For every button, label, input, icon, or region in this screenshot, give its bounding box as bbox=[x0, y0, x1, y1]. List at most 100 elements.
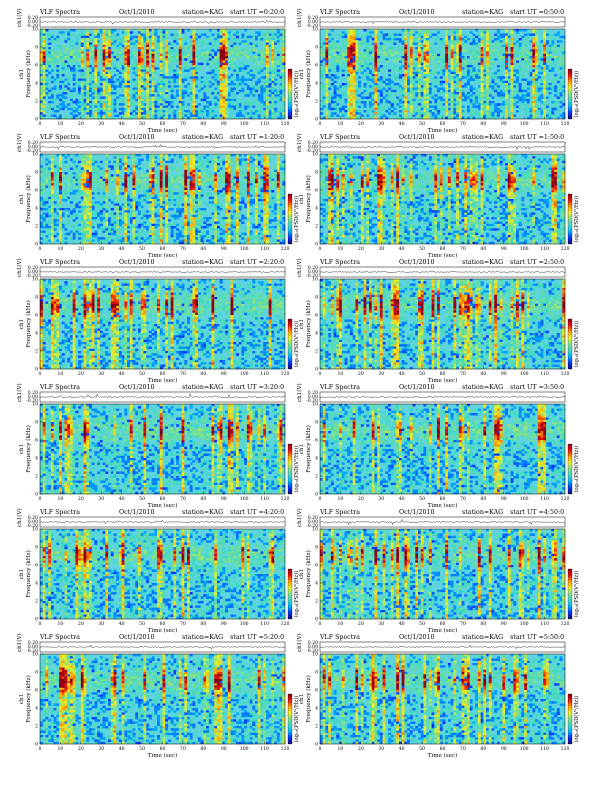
wave-tick-label: 0.00 bbox=[308, 144, 318, 150]
time-tick-label: 120 bbox=[561, 621, 570, 627]
wave-tick-label: 0.20 bbox=[308, 390, 318, 396]
time-tick-label: 10 bbox=[57, 496, 63, 502]
time-tick-label: 120 bbox=[561, 371, 570, 377]
freq-tick-label: 10 bbox=[312, 402, 318, 408]
time-axis-label: Time (sec) bbox=[148, 377, 178, 384]
time-tick-label: 100 bbox=[240, 746, 249, 752]
waveform-ylabel: ch1(V) bbox=[296, 508, 303, 527]
freq-tick-label: 8 bbox=[35, 545, 38, 551]
time-axis-label: Time (sec) bbox=[428, 502, 458, 509]
time-tick-label: 80 bbox=[200, 621, 206, 627]
colorbar bbox=[287, 68, 293, 120]
time-tick-label: 60 bbox=[440, 746, 446, 752]
time-tick-label: 10 bbox=[57, 121, 63, 127]
time-tick-label: 70 bbox=[180, 246, 186, 252]
time-axis-label: Time (sec) bbox=[148, 127, 178, 134]
time-tick-label: 10 bbox=[337, 621, 343, 627]
time-tick-label: 60 bbox=[160, 121, 166, 127]
wave-tick-label: 0.00 bbox=[308, 394, 318, 400]
time-tick-label: 50 bbox=[419, 746, 425, 752]
panel-date: Oct/1/2010 bbox=[119, 634, 155, 641]
channel-label: ch1 bbox=[19, 444, 25, 454]
time-tick-label: 0 bbox=[319, 746, 322, 752]
time-tick-label: 40 bbox=[119, 246, 125, 252]
time-tick-label: 20 bbox=[358, 746, 364, 752]
freq-tick-label: 6 bbox=[35, 313, 38, 319]
time-tick-label: 80 bbox=[200, 746, 206, 752]
wave-tick-label: 0.20 bbox=[28, 265, 38, 271]
freq-tick-label: 4 bbox=[35, 331, 38, 337]
wave-tick-label: -0.20 bbox=[26, 273, 38, 279]
channel-label: ch1 bbox=[299, 694, 305, 704]
waveform-ylabel: ch1(V) bbox=[296, 633, 303, 652]
time-tick-label: 100 bbox=[520, 121, 529, 127]
spectrogram-panel-4: VLF Spectra Oct/1/2010 station=KAG start UT… bbox=[296, 133, 580, 259]
colorbar bbox=[287, 568, 293, 620]
time-tick-label: 30 bbox=[378, 121, 384, 127]
freq-tick-label: 4 bbox=[315, 331, 318, 337]
freq-tick-label: 0 bbox=[315, 492, 318, 498]
time-tick-label: 100 bbox=[240, 246, 249, 252]
time-tick-label: 70 bbox=[460, 496, 466, 502]
freq-tick-label: 10 bbox=[312, 527, 318, 533]
colorbar-label: log₁₀(PSD(V²/Hz)) bbox=[573, 446, 580, 492]
time-axis-label: Time (sec) bbox=[428, 752, 458, 759]
panel-date: Oct/1/2010 bbox=[119, 259, 155, 266]
time-tick-label: 80 bbox=[200, 121, 206, 127]
freq-tick-label: 8 bbox=[35, 45, 38, 51]
time-tick-label: 100 bbox=[520, 371, 529, 377]
panel-start-time: start UT =2:20:0 bbox=[230, 259, 284, 266]
panel-date: Oct/1/2010 bbox=[399, 134, 435, 141]
colorbar bbox=[287, 318, 293, 370]
panel-station: station=KAG bbox=[462, 134, 503, 141]
colorbar-label: log₁₀(PSD(V²/Hz)) bbox=[573, 71, 580, 117]
time-tick-label: 10 bbox=[57, 746, 63, 752]
waveform-trace bbox=[319, 20, 566, 25]
time-tick-label: 120 bbox=[281, 246, 290, 252]
time-tick-label: 80 bbox=[480, 121, 486, 127]
time-tick-label: 110 bbox=[540, 746, 549, 752]
time-tick-label: 120 bbox=[281, 746, 290, 752]
panel-date: Oct/1/2010 bbox=[119, 384, 155, 391]
spectrogram-cells bbox=[40, 154, 286, 245]
freq-tick-label: 8 bbox=[315, 170, 318, 176]
time-tick-label: 0 bbox=[319, 121, 322, 127]
channel-label: ch1 bbox=[299, 444, 305, 454]
time-tick-label: 40 bbox=[119, 121, 125, 127]
time-axis-label: Time (sec) bbox=[148, 502, 178, 509]
time-tick-label: 0 bbox=[39, 371, 42, 377]
time-tick-label: 50 bbox=[139, 746, 145, 752]
panel-title-prefix: VLF Spectra bbox=[39, 134, 80, 141]
time-tick-label: 40 bbox=[119, 496, 125, 502]
time-tick-label: 0 bbox=[319, 371, 322, 377]
time-tick-label: 110 bbox=[540, 496, 549, 502]
time-tick-label: 70 bbox=[180, 621, 186, 627]
time-tick-label: 110 bbox=[260, 746, 269, 752]
time-tick-label: 30 bbox=[98, 621, 104, 627]
time-axis-label: Time (sec) bbox=[428, 377, 458, 384]
freq-tick-label: 4 bbox=[35, 81, 38, 87]
freq-tick-label: 2 bbox=[315, 99, 318, 105]
freq-tick-label: 8 bbox=[35, 670, 38, 676]
panel-title-prefix: VLF Spectra bbox=[39, 509, 80, 516]
time-tick-label: 100 bbox=[520, 496, 529, 502]
time-tick-label: 50 bbox=[139, 496, 145, 502]
freq-tick-label: 2 bbox=[35, 349, 38, 355]
freq-axis-label: Frequency (kHz) bbox=[305, 550, 312, 598]
freq-axis-label: Frequency (kHz) bbox=[305, 300, 312, 348]
time-tick-label: 60 bbox=[160, 246, 166, 252]
freq-axis-label: Frequency (kHz) bbox=[305, 175, 312, 223]
channel-label: ch1 bbox=[19, 69, 25, 79]
time-tick-label: 50 bbox=[139, 621, 145, 627]
time-tick-label: 90 bbox=[221, 621, 227, 627]
freq-tick-label: 2 bbox=[35, 724, 38, 730]
freq-tick-label: 6 bbox=[315, 63, 318, 69]
time-tick-label: 80 bbox=[480, 746, 486, 752]
wave-tick-label: -0.20 bbox=[306, 398, 318, 404]
panel-title-prefix: VLF Spectra bbox=[39, 9, 80, 16]
freq-tick-label: 6 bbox=[35, 188, 38, 194]
freq-tick-label: 8 bbox=[315, 295, 318, 301]
channel-label: ch1 bbox=[299, 194, 305, 204]
freq-axis-label: Frequency (kHz) bbox=[25, 425, 32, 473]
time-tick-label: 120 bbox=[281, 371, 290, 377]
